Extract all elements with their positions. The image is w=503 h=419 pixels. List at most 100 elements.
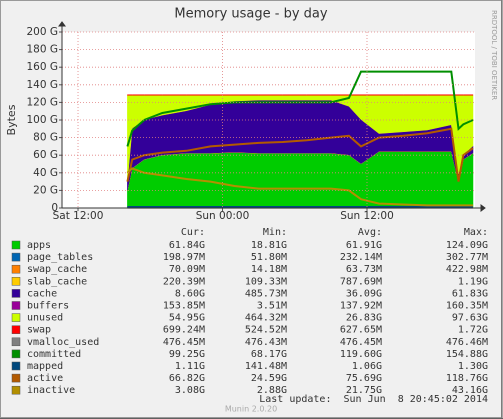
legend-stat: 54.95G	[169, 313, 205, 324]
legend-stat: 70.09M	[169, 264, 205, 275]
legend-stat: 124.09G	[446, 240, 488, 251]
legend-stat: 1.11G	[175, 361, 205, 372]
legend-label: cache	[27, 288, 57, 299]
y-axis-label: Bytes	[5, 104, 18, 135]
y-tick-label: 40 G	[33, 167, 58, 179]
legend-stat: 97.63G	[452, 313, 488, 324]
stacked-area	[127, 94, 474, 96]
legend-stat: 154.88G	[446, 349, 488, 360]
legend-stat: 66.82G	[169, 373, 205, 384]
legend-stat: 198.97M	[163, 252, 205, 263]
legend-stat: 464.32M	[245, 313, 287, 324]
legend-stat: 787.69M	[340, 276, 382, 287]
watermark: RRDTOOL / TOBI OETIKER	[490, 10, 498, 100]
legend-stat: 36.09G	[346, 288, 382, 299]
legend-stat: 524.52M	[245, 325, 287, 336]
legend-stat: 160.35M	[446, 301, 488, 312]
legend-stat: 99.25G	[169, 349, 205, 360]
y-tick-label: 180 G	[26, 44, 58, 56]
legend-stat: 699.24M	[163, 325, 205, 336]
legend-stat: 61.83G	[452, 288, 488, 299]
legend-stat: 61.91G	[346, 240, 382, 251]
y-tick-label: 80 G	[33, 132, 58, 144]
legend-swatch	[11, 385, 21, 395]
legend-swatch	[11, 361, 21, 371]
y-tick-label: 60 G	[33, 149, 58, 161]
y-tick-label: 0	[51, 202, 58, 214]
legend-swatch	[11, 373, 21, 383]
legend-label: buffers	[27, 301, 69, 312]
legend-stat: 8.60G	[175, 288, 205, 299]
legend-swatch	[11, 325, 21, 334]
x-tick-label: Sun 12:00	[340, 210, 394, 222]
legend-header: Max:	[464, 227, 488, 238]
legend-stat: 1.30G	[458, 361, 488, 372]
legend-stat: 119.60G	[340, 349, 382, 360]
legend-stat: 476.43M	[245, 337, 287, 348]
legend-stat: 141.48M	[245, 361, 287, 372]
legend-label: inactive	[27, 385, 75, 396]
legend-label: vmalloc_used	[27, 337, 99, 348]
y-axis	[58, 21, 66, 208]
legend-label: page_tables	[27, 252, 93, 263]
legend-stat: 627.65M	[340, 325, 382, 336]
legend-stat: 43.16G	[452, 385, 488, 396]
legend-label: mapped	[27, 361, 63, 372]
legend-stat: 476.45M	[163, 337, 205, 348]
series-line	[126, 167, 473, 207]
legend-swatch	[11, 349, 21, 359]
chart-title: Memory usage - by day	[174, 7, 327, 22]
legend-stat: 26.83G	[346, 313, 382, 324]
legend-stat: 3.08G	[175, 385, 205, 396]
legend-label: slab_cache	[27, 276, 87, 287]
legend-stat: 1.19G	[458, 276, 488, 287]
legend-stat: 24.59G	[251, 373, 287, 384]
legend-stat: 302.77M	[446, 252, 488, 263]
legend-label: committed	[27, 349, 81, 360]
y-tick-label: 160 G	[26, 61, 58, 73]
legend: Cur: Min: Avg: Max: apps 61.84G 18.81G 61.91G 12…	[11, 227, 488, 396]
legend-stat: 118.76G	[446, 373, 488, 384]
legend-label: swap_cache	[27, 264, 87, 275]
legend-stat: 422.98M	[446, 264, 488, 275]
legend-label: swap	[27, 325, 51, 336]
legend-stat: 1.72G	[458, 325, 488, 336]
legend-header: Min:	[263, 227, 287, 238]
legend-swatch	[11, 277, 21, 286]
x-tick-label: Sun 00:00	[196, 210, 250, 222]
legend-label: apps	[27, 240, 51, 251]
legend-stat: 109.33M	[245, 276, 287, 287]
legend-swatch	[11, 252, 21, 262]
y-tick-label: 140 G	[26, 79, 58, 91]
legend-stat: 61.84G	[169, 240, 205, 251]
legend-stat: 3.51M	[257, 301, 287, 312]
legend-stat: 51.80M	[251, 252, 287, 263]
legend-stat: 137.92M	[340, 301, 382, 312]
y-tick-label: 20 G	[33, 184, 58, 196]
legend-label: unused	[27, 313, 63, 324]
legend-stat: 14.18M	[251, 264, 287, 275]
legend-swatch	[11, 313, 21, 322]
footer: Munin 2.0.20	[225, 405, 277, 414]
legend-label: active	[27, 373, 63, 384]
legend-swatch	[11, 301, 21, 310]
legend-swatch	[11, 264, 21, 274]
legend-swatch	[11, 337, 21, 347]
legend-stat: 18.81G	[251, 240, 287, 251]
legend-swatch	[11, 289, 21, 298]
legend-stat: 21.75G	[346, 385, 382, 396]
stacked-area	[127, 151, 474, 209]
legend-stat: 68.17G	[251, 349, 287, 360]
series-line	[126, 70, 474, 147]
legend-stat: 153.85M	[163, 301, 205, 312]
legend-stat: 1.06G	[352, 361, 382, 372]
series-line	[126, 127, 474, 182]
y-tick-label: 120 G	[26, 96, 58, 108]
legend-stat: 75.69G	[346, 373, 382, 384]
last-update: Last update: Sun Jun 8 20:45:02 2014	[259, 394, 488, 405]
legend-swatch	[11, 240, 21, 250]
y-tick-label: 100 G	[26, 114, 58, 126]
y-tick-label: 200 G	[26, 26, 58, 38]
legend-stat: 232.14M	[340, 252, 382, 263]
